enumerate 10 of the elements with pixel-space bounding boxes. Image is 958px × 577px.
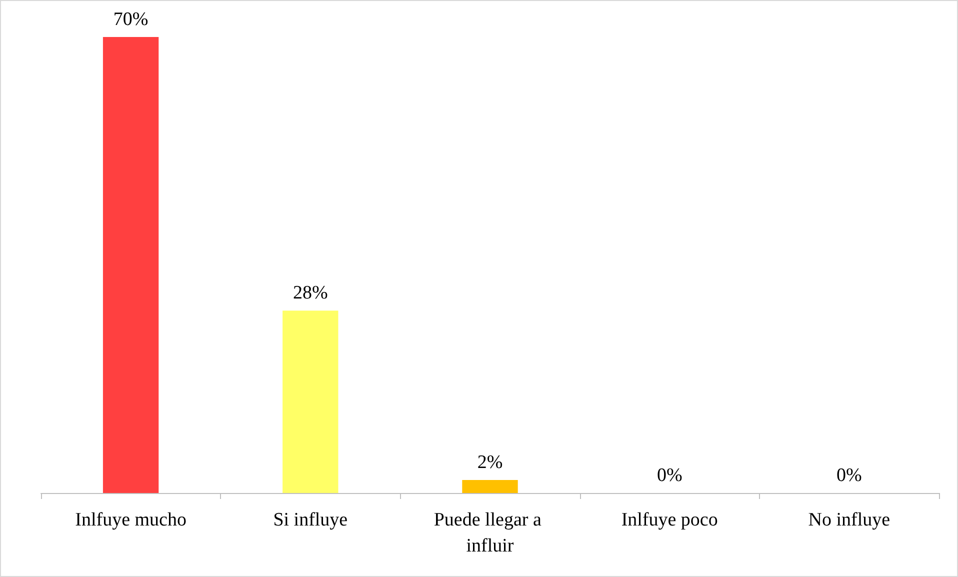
data-label: 70% [113, 9, 148, 30]
x-tick-label: Puede llegar a influir [434, 510, 546, 556]
data-label: 0% [656, 465, 682, 486]
x-tick-label: Inlfuye poco [621, 510, 718, 530]
data-label: 0% [836, 465, 862, 486]
data-label: 28% [292, 282, 328, 304]
data-label: 2% [477, 452, 503, 473]
x-tick-label: Inlfuye mucho [75, 510, 186, 530]
x-tick-label: No influye [808, 510, 890, 530]
x-tick-label: Si influye [273, 510, 348, 530]
